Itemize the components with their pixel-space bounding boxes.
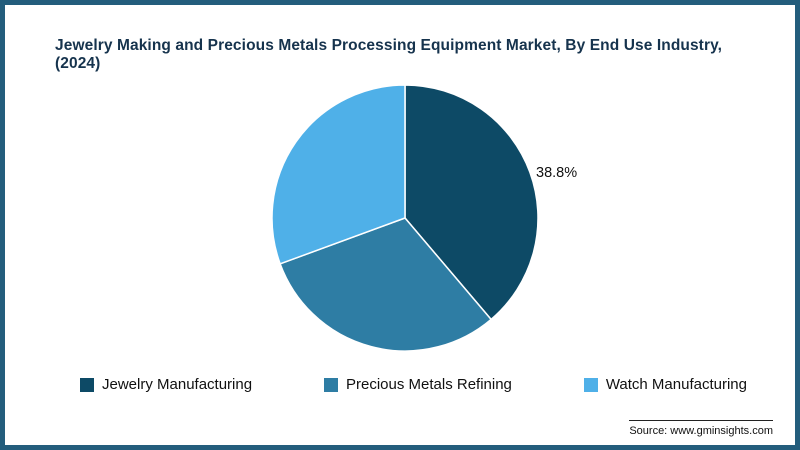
legend-item-2: Watch Manufacturing [583, 376, 747, 393]
pie-svg [271, 84, 539, 352]
source-block: Source: www.gminsights.com [629, 420, 773, 437]
legend: Jewelry Manufacturing Precious Metals Ref… [5, 376, 795, 393]
legend-swatch-icon [80, 377, 94, 392]
pie-slice-0 [404, 84, 539, 321]
source-divider [629, 420, 773, 421]
chart-title: Jewelry Making and Precious Metals Proce… [55, 37, 723, 72]
legend-label: Jewelry Manufacturing [102, 376, 253, 393]
pie-chart [269, 82, 541, 354]
legend-label: Precious Metals Refining [345, 376, 512, 393]
legend-item-0: Jewelry Manufacturing [80, 376, 252, 393]
legend-swatch-icon [323, 377, 338, 392]
legend-item-1: Precious Metals Refining [323, 376, 512, 393]
data-label-jewelry-manufacturing: 38.8% [536, 165, 578, 181]
source-text: Source: www.gminsights.com [629, 425, 773, 437]
legend-swatch-icon [583, 377, 598, 392]
pie-slice-2 [271, 84, 406, 265]
pie-slice-1 [279, 217, 492, 352]
legend-label: Watch Manufacturing [605, 376, 747, 393]
